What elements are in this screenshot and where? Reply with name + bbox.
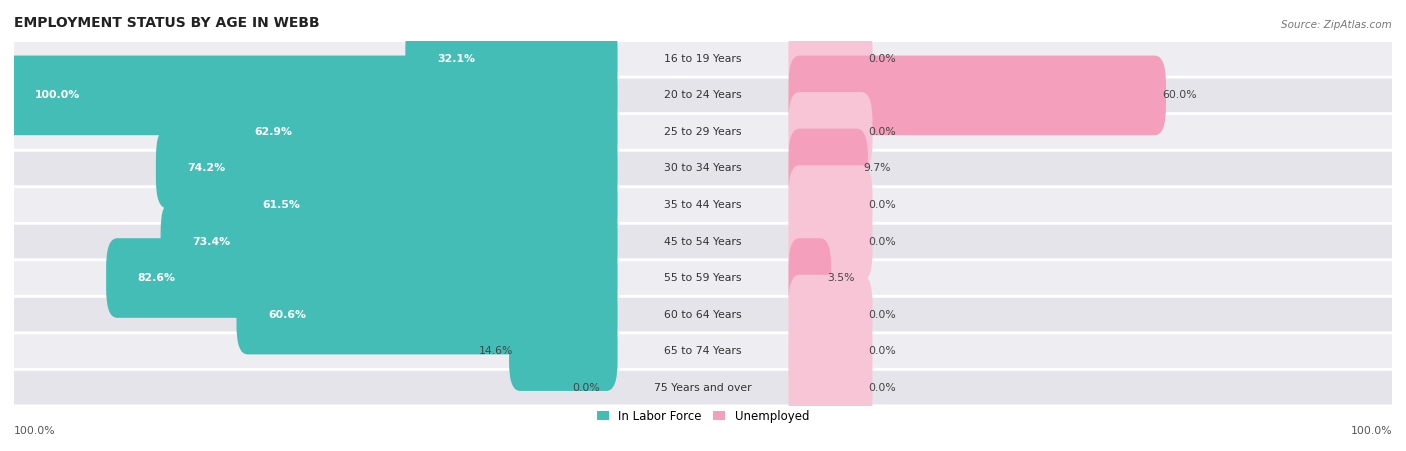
Text: Source: ZipAtlas.com: Source: ZipAtlas.com	[1281, 20, 1392, 30]
Text: 55 to 59 Years: 55 to 59 Years	[664, 273, 742, 283]
Legend: In Labor Force, Unemployed: In Labor Force, Unemployed	[592, 405, 814, 428]
FancyBboxPatch shape	[156, 129, 617, 208]
Text: 3.5%: 3.5%	[827, 273, 855, 283]
FancyBboxPatch shape	[789, 311, 873, 391]
Text: 0.0%: 0.0%	[869, 236, 896, 247]
FancyBboxPatch shape	[789, 238, 831, 318]
Text: 0.0%: 0.0%	[572, 382, 599, 393]
Text: 30 to 34 Years: 30 to 34 Years	[664, 163, 742, 174]
Text: 0.0%: 0.0%	[869, 54, 896, 64]
Text: 0.0%: 0.0%	[869, 382, 896, 393]
FancyBboxPatch shape	[231, 165, 617, 245]
Text: 35 to 44 Years: 35 to 44 Years	[664, 200, 742, 210]
FancyBboxPatch shape	[789, 165, 873, 245]
FancyBboxPatch shape	[789, 92, 873, 172]
Text: 14.6%: 14.6%	[479, 346, 513, 356]
FancyBboxPatch shape	[789, 275, 873, 354]
FancyBboxPatch shape	[160, 202, 617, 281]
FancyBboxPatch shape	[14, 334, 1392, 368]
Text: 45 to 54 Years: 45 to 54 Years	[664, 236, 742, 247]
FancyBboxPatch shape	[236, 275, 617, 354]
FancyBboxPatch shape	[14, 188, 1392, 222]
FancyBboxPatch shape	[222, 92, 617, 172]
FancyBboxPatch shape	[789, 19, 873, 99]
Text: 100.0%: 100.0%	[14, 426, 56, 436]
FancyBboxPatch shape	[789, 348, 873, 428]
FancyBboxPatch shape	[789, 202, 873, 281]
Text: 9.7%: 9.7%	[863, 163, 891, 174]
FancyBboxPatch shape	[3, 55, 617, 135]
Text: 61.5%: 61.5%	[263, 200, 301, 210]
Text: 0.0%: 0.0%	[869, 346, 896, 356]
Text: 20 to 24 Years: 20 to 24 Years	[664, 90, 742, 101]
FancyBboxPatch shape	[14, 261, 1392, 295]
Text: 60.0%: 60.0%	[1161, 90, 1197, 101]
FancyBboxPatch shape	[509, 311, 617, 391]
Text: 0.0%: 0.0%	[869, 200, 896, 210]
Text: 73.4%: 73.4%	[193, 236, 231, 247]
Text: 60 to 64 Years: 60 to 64 Years	[664, 309, 742, 320]
Text: EMPLOYMENT STATUS BY AGE IN WEBB: EMPLOYMENT STATUS BY AGE IN WEBB	[14, 16, 319, 30]
Text: 100.0%: 100.0%	[35, 90, 80, 101]
FancyBboxPatch shape	[789, 129, 868, 208]
Text: 75 Years and over: 75 Years and over	[654, 382, 752, 393]
FancyBboxPatch shape	[14, 78, 1392, 112]
Text: 60.6%: 60.6%	[269, 309, 307, 320]
FancyBboxPatch shape	[789, 55, 1166, 135]
FancyBboxPatch shape	[14, 371, 1392, 405]
FancyBboxPatch shape	[14, 225, 1392, 258]
Text: 100.0%: 100.0%	[1350, 426, 1392, 436]
Text: 82.6%: 82.6%	[138, 273, 176, 283]
FancyBboxPatch shape	[14, 115, 1392, 149]
Text: 25 to 29 Years: 25 to 29 Years	[664, 127, 742, 137]
FancyBboxPatch shape	[14, 152, 1392, 185]
Text: 0.0%: 0.0%	[869, 309, 896, 320]
FancyBboxPatch shape	[405, 19, 617, 99]
Text: 65 to 74 Years: 65 to 74 Years	[664, 346, 742, 356]
FancyBboxPatch shape	[105, 238, 617, 318]
FancyBboxPatch shape	[14, 298, 1392, 331]
Text: 62.9%: 62.9%	[254, 127, 292, 137]
Text: 74.2%: 74.2%	[187, 163, 226, 174]
Text: 16 to 19 Years: 16 to 19 Years	[664, 54, 742, 64]
Text: 0.0%: 0.0%	[869, 127, 896, 137]
Text: 32.1%: 32.1%	[437, 54, 475, 64]
FancyBboxPatch shape	[14, 42, 1392, 76]
